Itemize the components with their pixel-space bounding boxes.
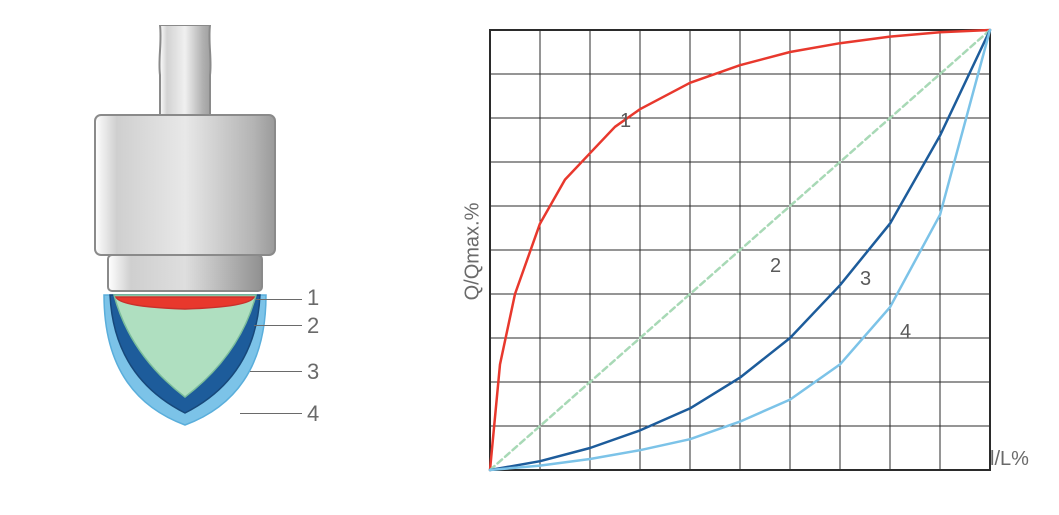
curve-label-3: 3 (860, 268, 871, 290)
callout-3: 3 (307, 359, 319, 385)
callout-1: 1 (307, 285, 319, 311)
y-axis-label: Q/Qmax.% (461, 203, 484, 301)
valve-body (95, 115, 275, 255)
curve-label-4: 4 (900, 321, 911, 343)
callout-4: 4 (307, 401, 319, 427)
curve-label-2: 2 (770, 255, 781, 277)
valve-stem (159, 25, 210, 115)
valve-svg (80, 25, 340, 485)
chart-svg: 1 2 3 4 (470, 20, 1010, 500)
callout-2: 2 (307, 313, 319, 339)
curve-label-1: 1 (620, 110, 631, 132)
valve-diagram: 1 2 3 4 (80, 25, 340, 490)
valve-plug-group (104, 295, 266, 425)
flow-chart: 1234 Q/Qmax.% l/L% (470, 20, 1010, 505)
valve-collar (108, 255, 262, 291)
x-axis-label: l/L% (990, 448, 1029, 471)
